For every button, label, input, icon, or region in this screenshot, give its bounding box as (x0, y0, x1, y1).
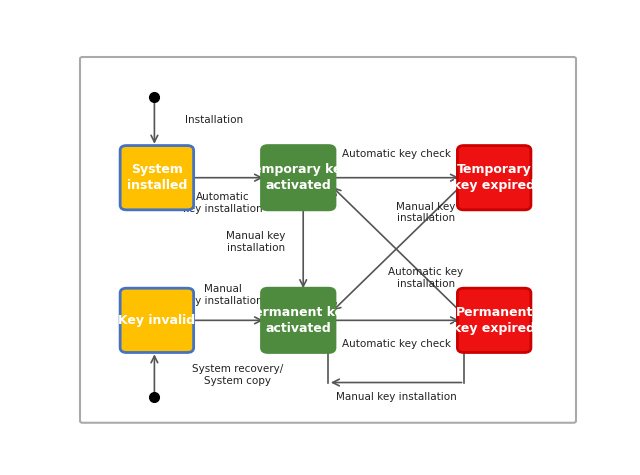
FancyBboxPatch shape (262, 288, 335, 352)
Text: Permanent
key expired: Permanent key expired (453, 306, 535, 335)
Text: System
installed: System installed (127, 163, 187, 192)
FancyBboxPatch shape (262, 145, 335, 210)
Text: Manual key installation: Manual key installation (336, 392, 456, 402)
Text: Manual key
installation: Manual key installation (396, 202, 456, 223)
Text: Manual
key installation: Manual key installation (183, 284, 262, 305)
Text: Manual key
installation: Manual key installation (227, 231, 286, 253)
Text: Automatic key
installation: Automatic key installation (388, 267, 463, 289)
Text: Temporary key
activated: Temporary key activated (246, 163, 350, 192)
FancyBboxPatch shape (120, 145, 194, 210)
Text: Automatic
key installation: Automatic key installation (183, 192, 262, 214)
Text: Key invalid: Key invalid (118, 314, 195, 327)
FancyBboxPatch shape (458, 145, 531, 210)
Text: Automatic key check: Automatic key check (342, 339, 451, 349)
Text: Temporary
key expired: Temporary key expired (453, 163, 535, 192)
Text: Permanent key
activated: Permanent key activated (245, 306, 351, 335)
FancyBboxPatch shape (458, 288, 531, 352)
Text: System recovery/
System copy: System recovery/ System copy (191, 364, 283, 386)
Text: Installation: Installation (185, 115, 243, 125)
FancyBboxPatch shape (120, 288, 194, 352)
Text: Automatic key check: Automatic key check (342, 149, 451, 159)
